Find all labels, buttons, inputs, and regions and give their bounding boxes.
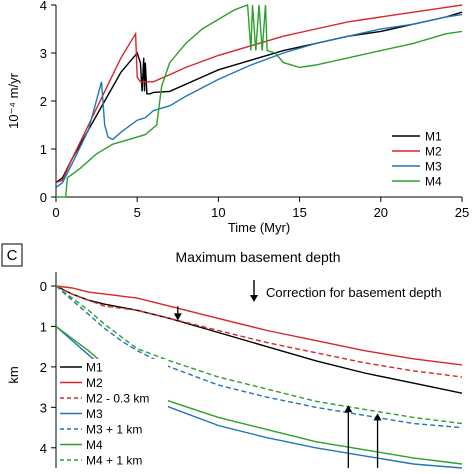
top-x-tick-label: 5 xyxy=(134,205,141,220)
bottom-y-tick-label: 0 xyxy=(40,279,47,294)
series-line-m3 xyxy=(55,325,463,469)
legend-label-m3: M3 xyxy=(86,407,103,421)
annotation-arrow-head xyxy=(250,295,258,302)
top-y-tick-label: 3 xyxy=(40,46,47,61)
top-y-axis-label: 10⁻⁴ m/yr xyxy=(6,72,21,128)
series-line-m4-1-km xyxy=(55,285,463,425)
top-y-tick-label: 0 xyxy=(40,190,47,205)
legend-label-m4: M4 xyxy=(425,175,442,189)
top-x-axis-label: Time (Myr) xyxy=(228,220,290,235)
top-y-tick-label: 1 xyxy=(40,142,47,157)
series-line-m4 xyxy=(55,325,463,465)
legend-label-m4-1-km: M4 + 1 km xyxy=(86,454,142,468)
series-line-m1 xyxy=(55,11,463,184)
bottom-panel: C Maximum basement depth 0 1 2 3 4 km Correction… xyxy=(1,243,463,471)
bottom-y-tick-label: 2 xyxy=(40,360,47,375)
legend-label-m3-1-km: M3 + 1 km xyxy=(86,423,142,437)
legend-label-m2-0-3-km: M2 - 0.3 km xyxy=(86,392,149,406)
legend-label-m2: M2 xyxy=(86,376,103,390)
correction-arrow-head xyxy=(344,405,353,413)
top-x-tick-label: 0 xyxy=(52,205,59,220)
top-x-tick-label: 15 xyxy=(292,205,306,220)
bottom-y-tick-label: 1 xyxy=(40,319,47,334)
legend-label-m2: M2 xyxy=(425,145,442,159)
series-line-m3-1-km xyxy=(55,285,463,429)
series-line-m2 xyxy=(55,285,463,366)
legend-label-m4: M4 xyxy=(86,438,103,452)
top-x-tick-label: 25 xyxy=(455,205,469,220)
series-line-m2 xyxy=(55,4,463,184)
annotation-text: Correction for basement depth xyxy=(266,285,442,300)
bottom-y-axis-label: km xyxy=(6,366,21,383)
top-panel: 0 1 2 3 4 0 5 10 15 20 25 Time (Myr) 10⁻⁴ m/yr M1M2M3… xyxy=(6,0,469,235)
bottom-y-tick-label: 3 xyxy=(40,400,47,415)
legend-label-m1: M1 xyxy=(425,130,442,144)
series-line-m2-0-3-km xyxy=(55,285,463,378)
correction-arrow-head xyxy=(173,313,182,321)
bottom-chart-title: Maximum basement depth xyxy=(176,249,341,265)
legend-background xyxy=(58,359,168,471)
top-y-tick-label: 4 xyxy=(40,0,47,13)
top-x-tick-label: 20 xyxy=(374,205,388,220)
legend-label-m3: M3 xyxy=(425,160,442,174)
panel-letter: C xyxy=(7,247,18,264)
correction-arrow-head xyxy=(373,413,382,421)
legend-label-m1: M1 xyxy=(86,361,103,375)
series-line-m4 xyxy=(56,4,463,198)
top-x-tick-label: 10 xyxy=(211,205,225,220)
top-y-tick-label: 2 xyxy=(40,94,47,109)
panel-letter-box xyxy=(1,243,23,267)
series-line-m3 xyxy=(55,13,463,188)
bottom-y-tick-label: 4 xyxy=(40,441,47,456)
